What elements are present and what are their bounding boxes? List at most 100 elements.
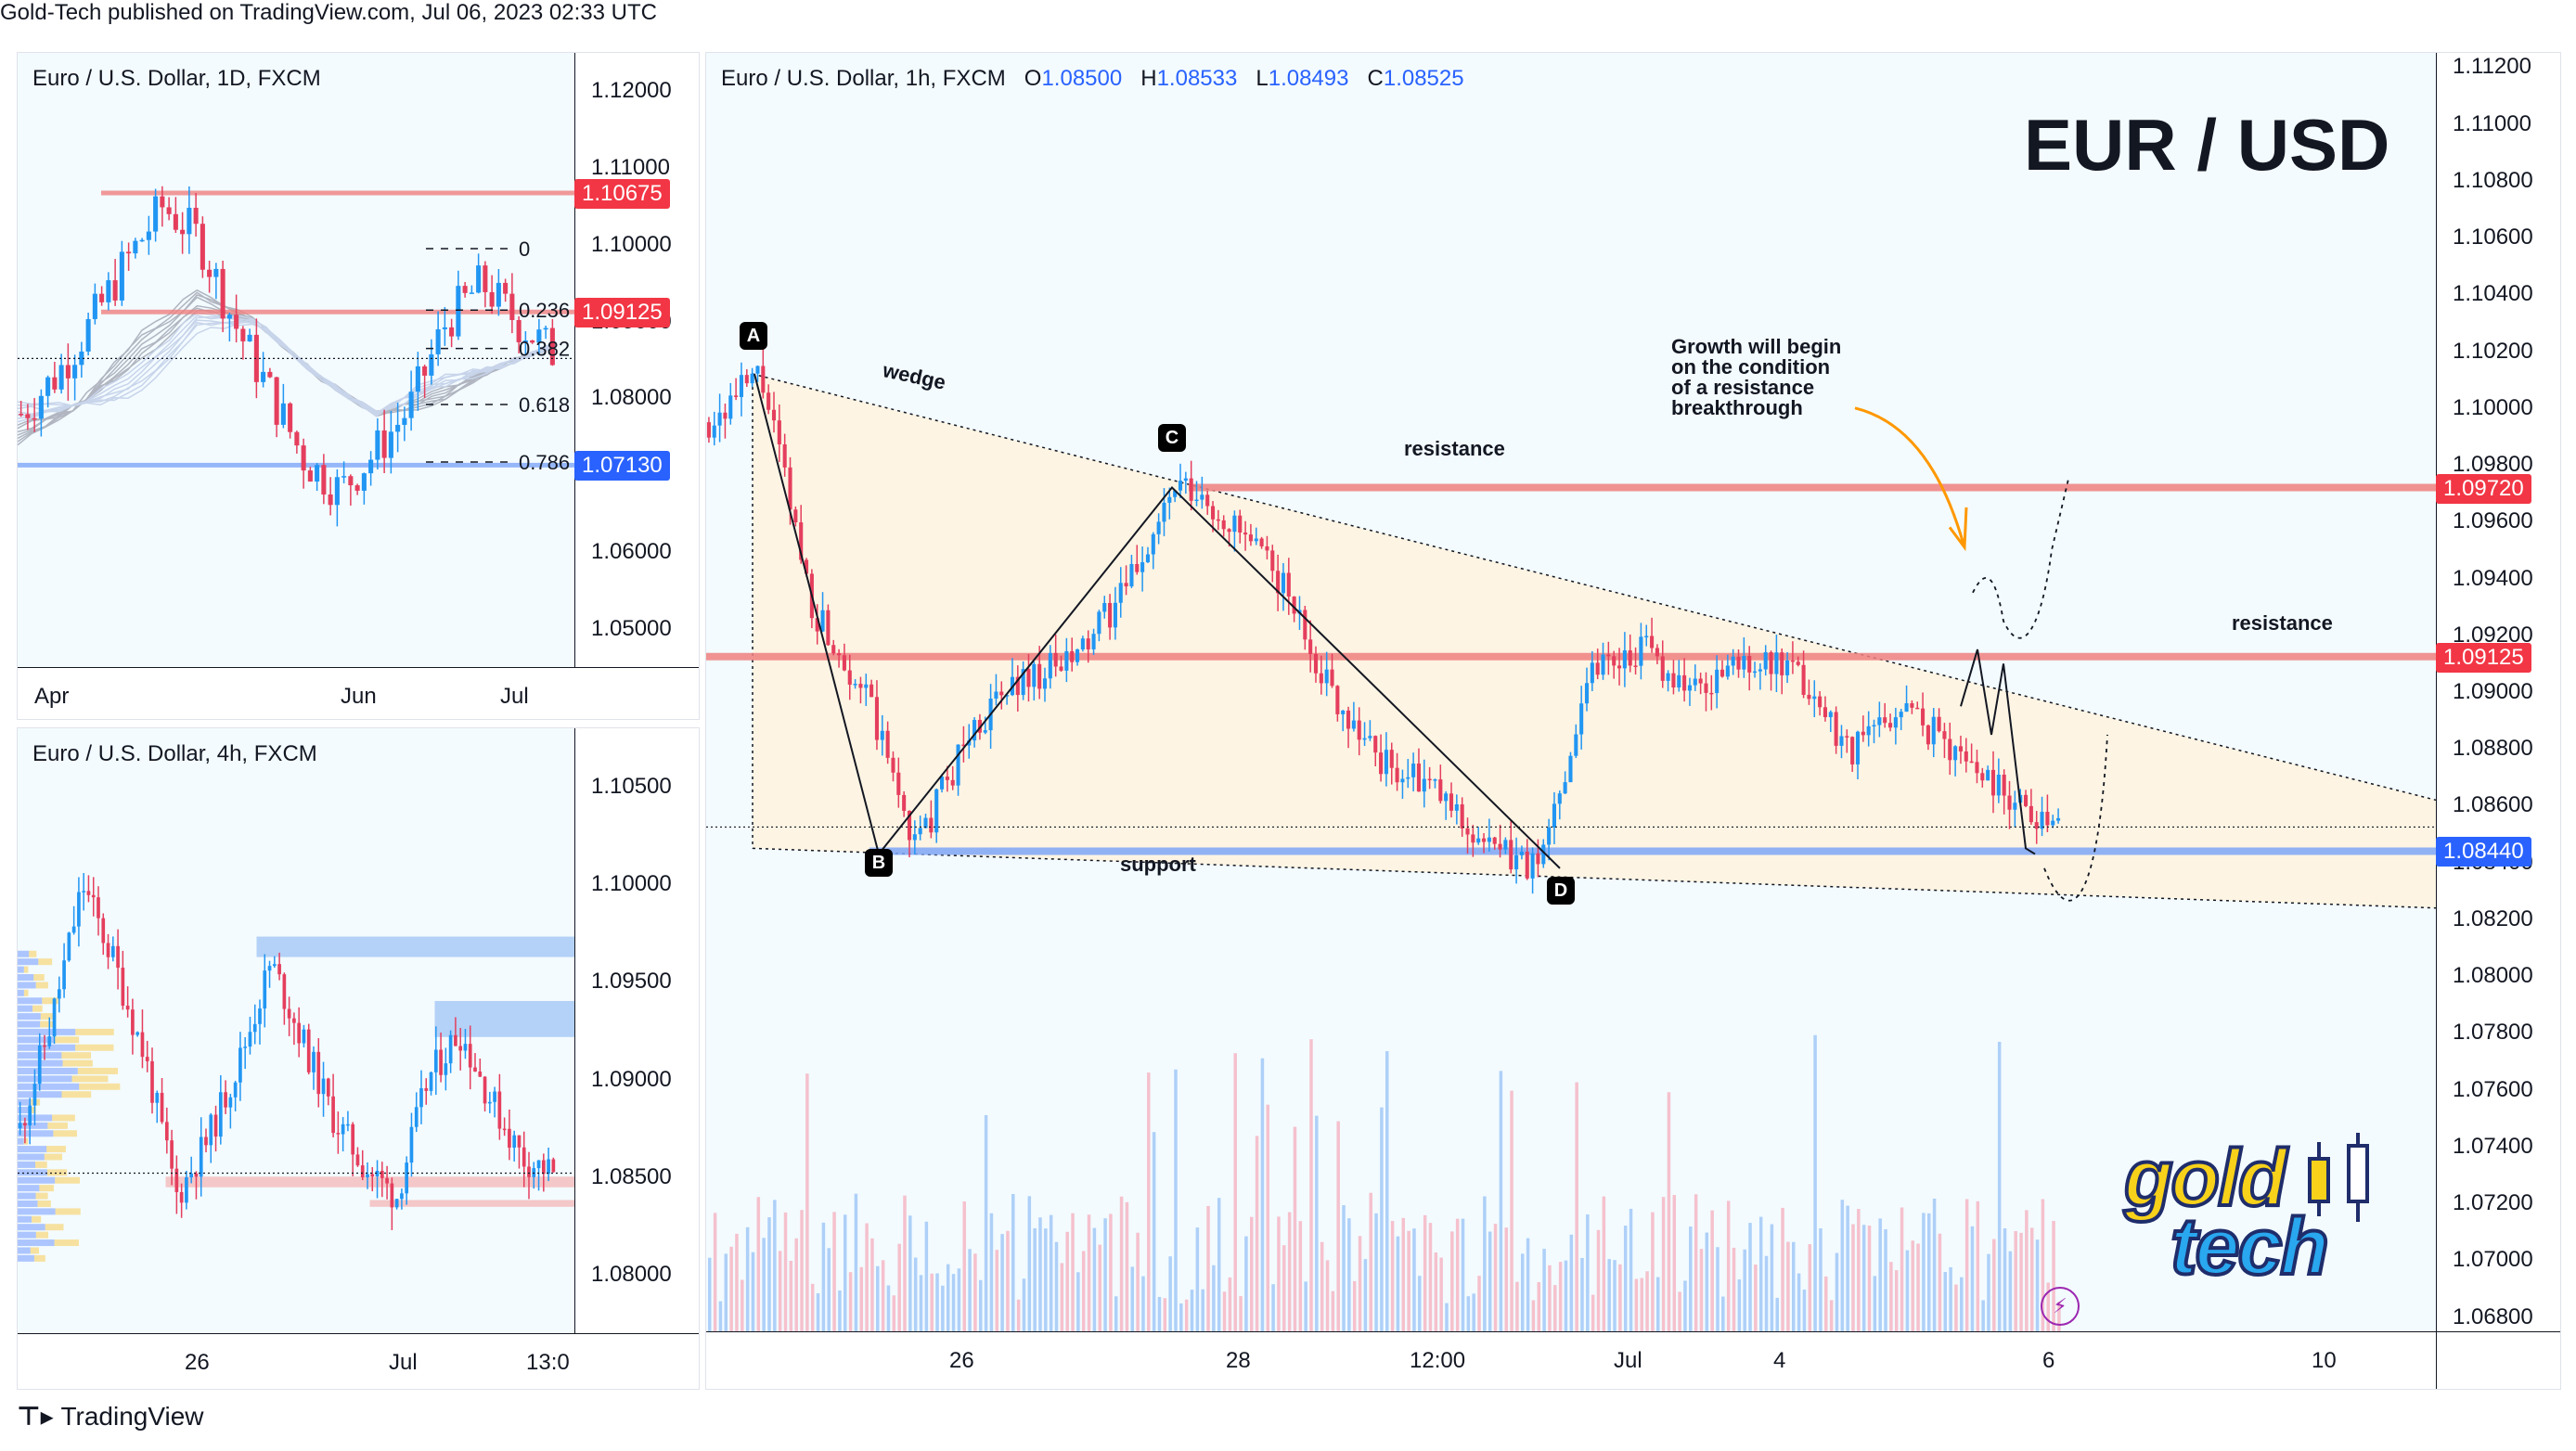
daily-x-tick: Jun	[341, 684, 377, 709]
volume-bar	[1461, 1218, 1465, 1331]
candle-body	[116, 945, 120, 969]
wedge-area	[753, 374, 2436, 908]
candle-body	[1259, 538, 1264, 546]
candle-body	[1503, 840, 1508, 850]
candle-body	[1801, 664, 1806, 695]
candle-body	[193, 207, 199, 225]
volume-profile-bar	[18, 958, 39, 966]
candle-body	[994, 691, 998, 699]
candle-body	[166, 207, 172, 214]
candle-body	[1698, 678, 1703, 684]
legend-c-label: C	[1367, 66, 1384, 91]
candle-body	[180, 229, 186, 235]
volume-bar	[1618, 1264, 1622, 1331]
candle-body	[234, 315, 239, 329]
volume-bar	[865, 1223, 869, 1331]
h1-chart-canvas[interactable]	[706, 53, 2560, 1389]
volume-bar	[1396, 1236, 1400, 1331]
volume-bar	[810, 1283, 815, 1331]
lightning-icon[interactable]: ⚡	[2041, 1287, 2080, 1326]
volume-bar	[1315, 1115, 1319, 1331]
volume-bar	[1087, 1214, 1091, 1331]
volume-bar	[1347, 1218, 1351, 1331]
volume-bar	[1672, 1195, 1677, 1331]
h1-main-chart-panel[interactable]: Euro / U.S. Dollar, 1h, FXCM O1.08500 H1…	[705, 52, 2561, 1390]
daily-chart-canvas[interactable]: 0 0.236 0.382 0.618 0.786	[18, 53, 699, 719]
volume-bar	[892, 1295, 896, 1331]
volume-bar	[1493, 1224, 1498, 1331]
candle-body	[1341, 710, 1346, 714]
candle-body	[139, 239, 145, 242]
h1-x-tick: 10	[2312, 1348, 2337, 1373]
legend-h-label: H	[1140, 66, 1157, 91]
volume-profile-bar	[75, 1028, 114, 1035]
volume-profile-bar	[55, 1208, 81, 1215]
volume-bar	[1835, 1252, 1839, 1331]
volume-bar	[1580, 1257, 1584, 1331]
daily-chart-panel[interactable]: 0 0.236 0.382 0.618 0.786 Euro / U.S. Dollar…	[17, 52, 700, 720]
candle-body	[67, 932, 71, 961]
volume-bar	[1244, 1236, 1248, 1331]
volume-bar	[1667, 1092, 1671, 1331]
candle-body	[1108, 602, 1113, 628]
volume-bar	[1428, 1223, 1433, 1331]
candle-body	[1904, 703, 1909, 713]
h4-y-tick: 1.10000	[591, 871, 672, 897]
volume-bar	[1758, 1216, 1763, 1331]
candle-body	[185, 1177, 188, 1203]
volume-bar	[1602, 1196, 1606, 1331]
candle-body	[1519, 852, 1524, 855]
candle-body	[226, 315, 232, 319]
daily-y-tick: 1.12000	[591, 78, 672, 104]
candle-body	[1465, 828, 1470, 835]
candle-body	[536, 1160, 541, 1169]
candle-body	[734, 395, 739, 397]
candle-body	[1124, 583, 1128, 587]
candle-body	[160, 1092, 164, 1123]
candle-body	[750, 373, 754, 384]
chart-title-eurusd: EUR / USD	[2024, 104, 2390, 186]
candle-body	[907, 810, 912, 841]
volume-bar	[1407, 1230, 1410, 1331]
moving-average-ribbon	[18, 291, 557, 443]
candle-body	[312, 1051, 316, 1072]
moving-average-ribbon	[18, 309, 557, 426]
candle-body	[287, 1008, 291, 1019]
candle-body	[1747, 656, 1752, 673]
volume-bar	[881, 1260, 885, 1331]
volume-bar	[1006, 1230, 1010, 1331]
candle-body	[79, 351, 84, 366]
h4-y-tick: 1.10500	[591, 774, 672, 800]
volume-bar	[1190, 1290, 1194, 1331]
volume-bar	[1336, 1121, 1340, 1331]
candle-body	[788, 467, 792, 510]
candle-body	[1449, 793, 1454, 811]
volume-bar	[1000, 1234, 1004, 1331]
h1-chart-legend: Euro / U.S. Dollar, 1h, FXCM O1.08500 H1…	[721, 66, 1464, 92]
volume-bar	[941, 1285, 945, 1331]
candle-body	[820, 610, 825, 632]
volume-bar	[789, 1261, 793, 1331]
candle-body	[334, 477, 340, 506]
candle-body	[1893, 717, 1898, 728]
candle-body	[1200, 494, 1204, 500]
candle-body	[1883, 717, 1887, 724]
candle-body	[91, 894, 96, 898]
volume-bar	[713, 1213, 717, 1331]
tradingview-footer[interactable]: ⊤▸ TradingView	[17, 1401, 204, 1432]
h4-chart-panel[interactable]: Euro / U.S. Dollar, 4h, FXCM 1.10500 1.10…	[17, 727, 700, 1390]
candle-body	[280, 403, 286, 425]
abcd-pattern-line	[753, 373, 1561, 869]
candle-body	[462, 286, 468, 293]
candle-body	[1330, 669, 1334, 687]
volume-bar	[979, 1279, 983, 1331]
candle-body	[728, 395, 733, 419]
volume-bar	[1060, 1263, 1064, 1331]
h1-price-tag-resistance: 1.09720	[2436, 473, 2531, 504]
candle-body	[368, 459, 374, 474]
h4-chart-canvas[interactable]	[18, 728, 699, 1389]
candle-body	[815, 618, 819, 632]
candle-body	[1612, 656, 1616, 666]
volume-bar	[935, 1273, 939, 1331]
candle-body	[1725, 665, 1730, 677]
